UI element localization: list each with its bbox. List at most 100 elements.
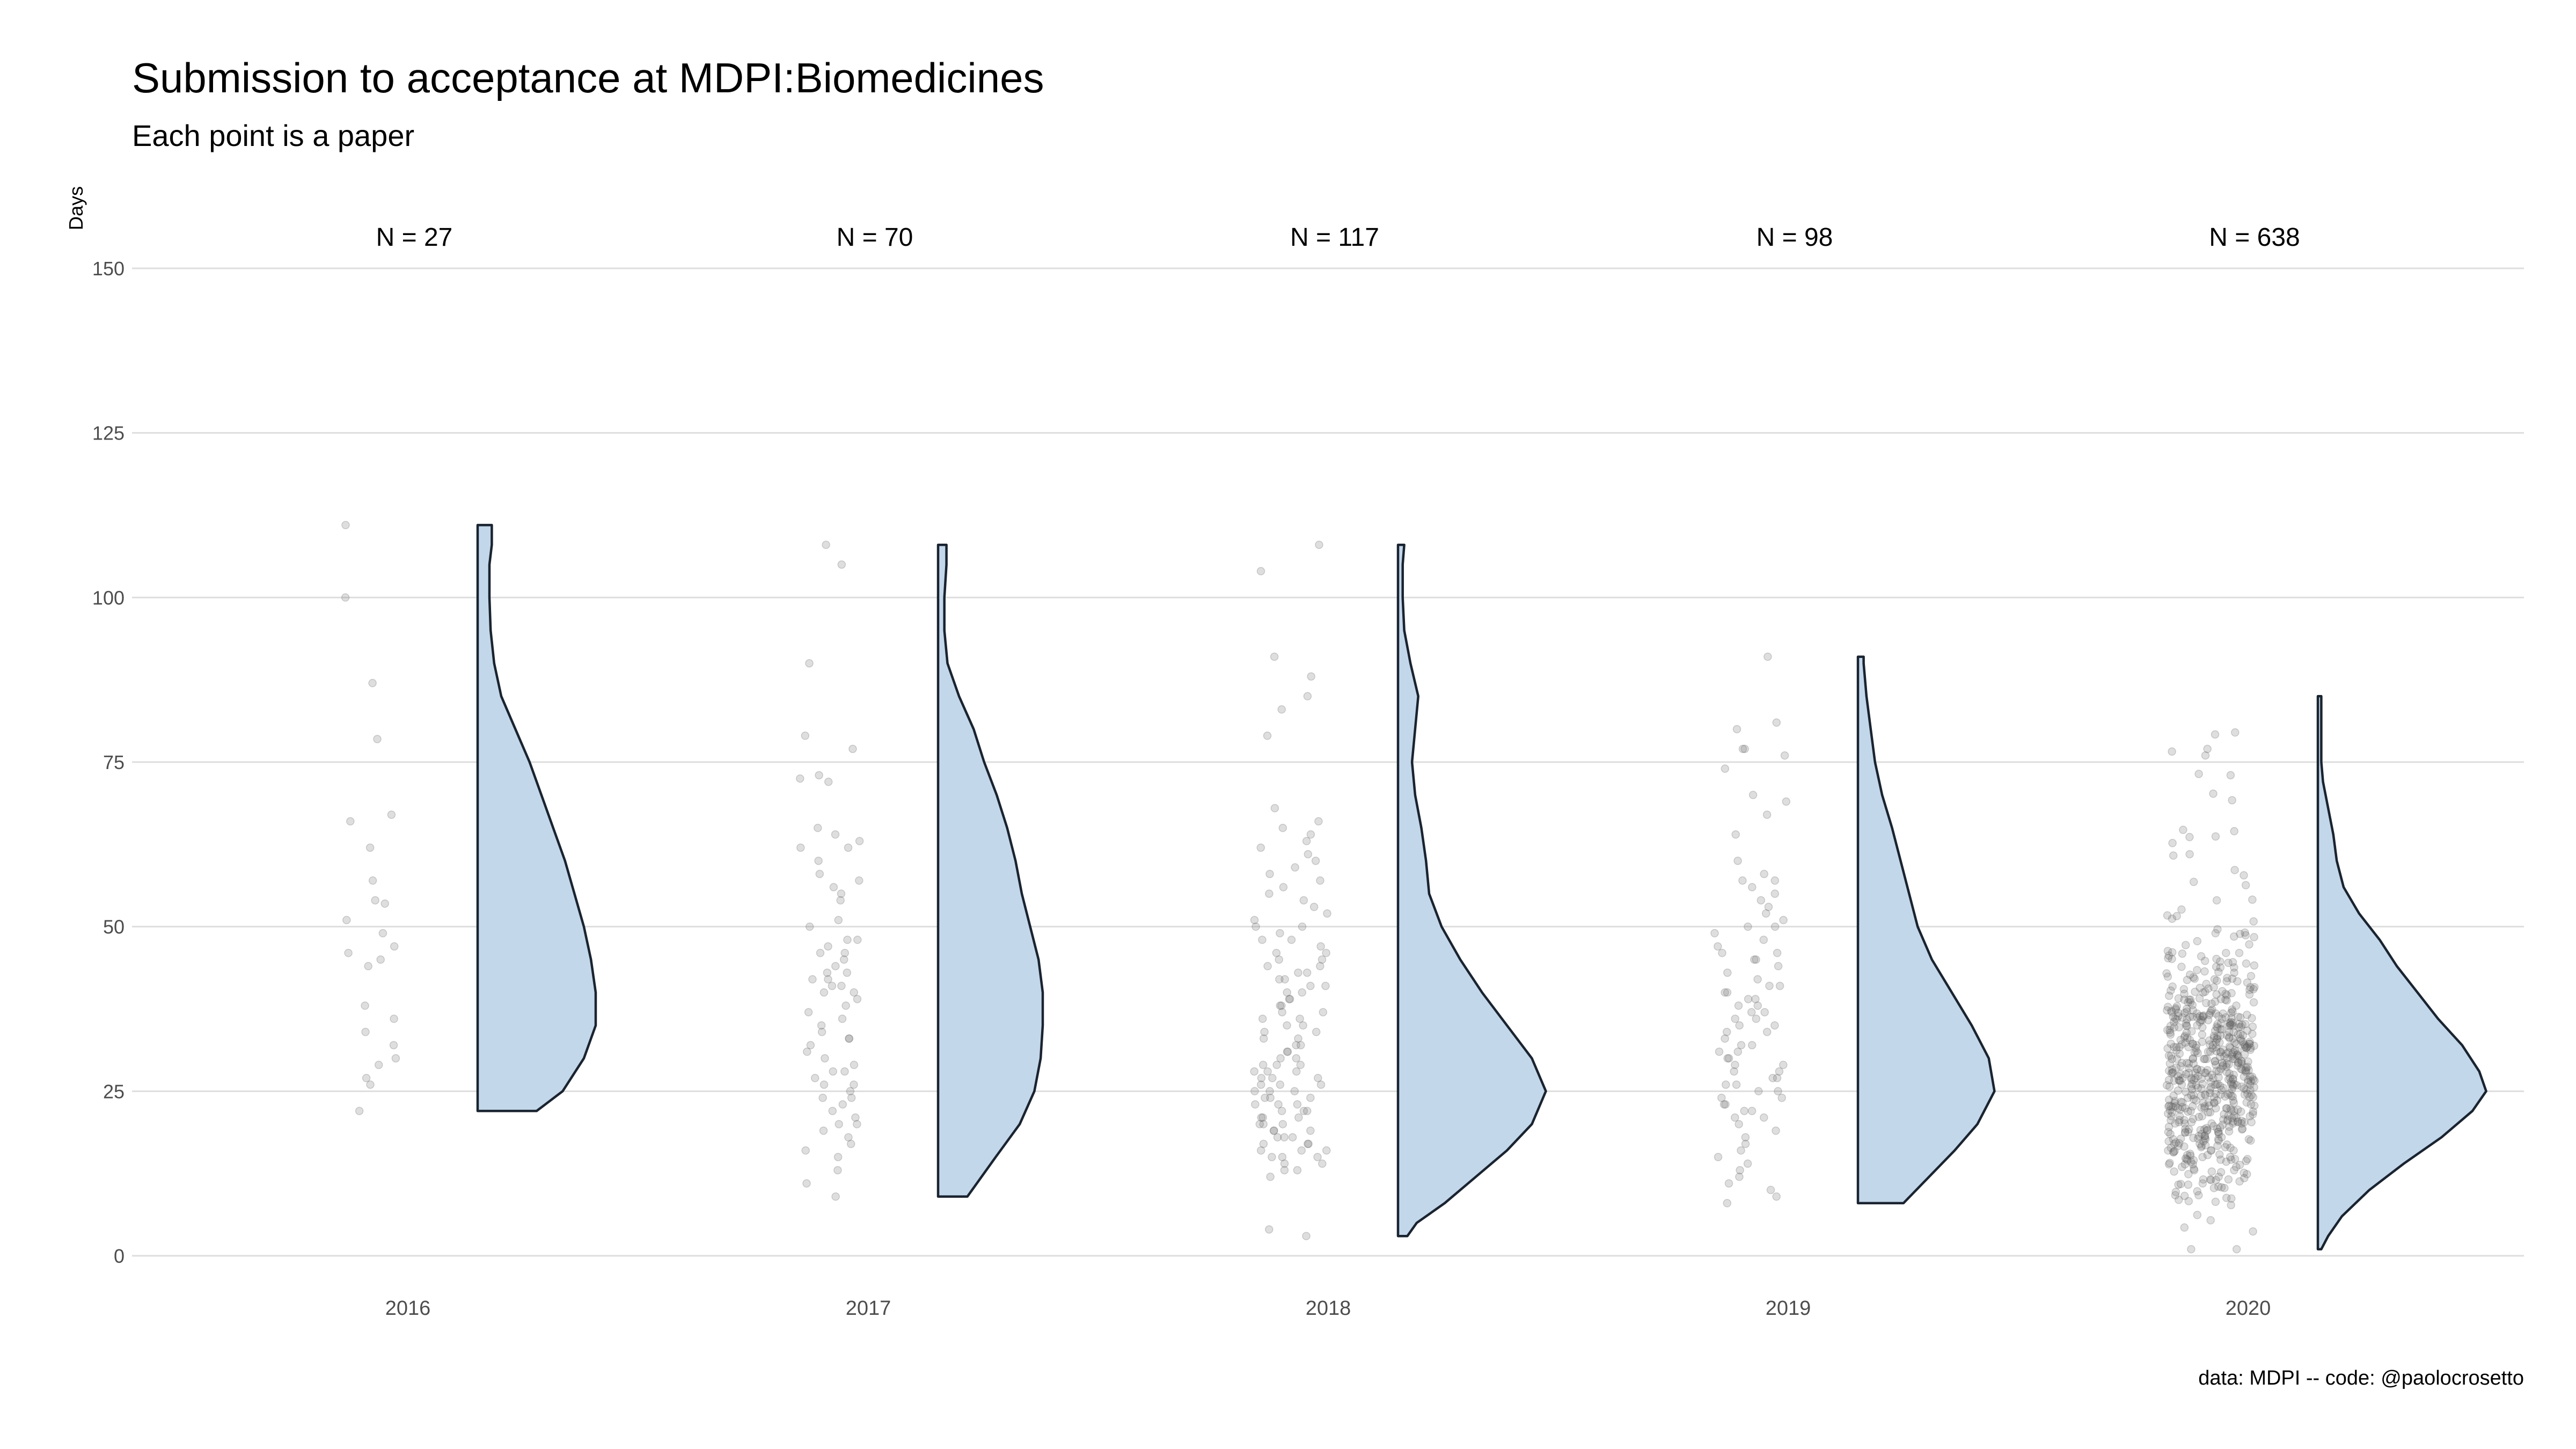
data-point-2020 <box>2206 1083 2215 1092</box>
data-point-2020 <box>2248 1022 2257 1031</box>
data-point-2017 <box>839 955 848 964</box>
data-point-2020 <box>2233 1118 2242 1126</box>
data-point-2020 <box>2168 955 2176 963</box>
data-point-2019 <box>1773 1074 1782 1082</box>
data-point-2017 <box>841 1001 850 1010</box>
data-point-2020 <box>2211 1057 2220 1065</box>
y-tick-label-0: 0 <box>114 1245 125 1267</box>
data-point-2020 <box>2222 1068 2231 1077</box>
data-point-2018 <box>1277 1107 1286 1115</box>
data-point-2020 <box>2218 1014 2227 1023</box>
data-point-2020 <box>2180 1008 2189 1018</box>
data-point-2018 <box>1316 942 1325 951</box>
data-point-2020 <box>2212 1104 2220 1113</box>
n-label-2019: N = 98 <box>1757 223 1833 252</box>
data-point-2020 <box>2178 1162 2186 1172</box>
data-point-2020 <box>2234 1058 2243 1067</box>
data-point-2020 <box>2188 1040 2197 1048</box>
data-point-2020 <box>2207 1119 2216 1128</box>
data-point-2020 <box>2250 1076 2259 1085</box>
data-point-2020 <box>2240 1050 2249 1059</box>
data-point-2020 <box>2193 1049 2202 1057</box>
data-point-2020 <box>2205 1073 2213 1082</box>
data-point-2016 <box>342 916 351 925</box>
data-point-2020 <box>2215 1150 2224 1159</box>
data-point-2020 <box>2183 1015 2191 1024</box>
data-point-2020 <box>2180 1142 2189 1151</box>
data-point-2020 <box>2181 941 2190 949</box>
data-point-2020 <box>2185 850 2194 859</box>
data-point-2020 <box>2218 1121 2227 1129</box>
data-point-2020 <box>2214 1182 2223 1191</box>
data-point-2020 <box>2240 1072 2249 1081</box>
data-point-2020 <box>2164 1109 2172 1118</box>
data-point-2020 <box>2237 1057 2246 1066</box>
data-point-2018 <box>1296 1060 1305 1070</box>
data-point-2020 <box>2178 1013 2186 1022</box>
data-point-2019 <box>1770 1021 1779 1030</box>
data-point-2020 <box>2228 958 2237 967</box>
y-tick-label-75: 75 <box>103 751 125 773</box>
data-point-2020 <box>2192 1046 2201 1056</box>
data-point-2017 <box>848 744 857 753</box>
data-point-2020 <box>2207 1006 2215 1015</box>
violin-2017 <box>936 543 1044 1198</box>
data-point-2020 <box>2221 1143 2230 1152</box>
data-point-2020 <box>2221 996 2230 1004</box>
data-point-2018 <box>1285 994 1294 1004</box>
data-point-2017 <box>838 1100 847 1109</box>
data-point-2016 <box>361 1028 370 1036</box>
data-point-2020 <box>2240 1090 2249 1099</box>
data-point-2020 <box>2222 948 2230 957</box>
data-point-2020 <box>2193 1064 2201 1073</box>
data-point-2019 <box>1734 1001 1743 1010</box>
data-point-2020 <box>2242 1086 2251 1094</box>
data-point-2020 <box>2184 998 2192 1007</box>
data-point-2020 <box>2167 986 2175 995</box>
data-point-2020 <box>2209 1122 2218 1131</box>
data-point-2020 <box>2224 1022 2234 1030</box>
data-point-2016 <box>362 1074 371 1082</box>
data-point-2020 <box>2171 1004 2180 1013</box>
data-point-2020 <box>2175 1076 2184 1085</box>
data-point-2020 <box>2176 1134 2185 1143</box>
data-point-2020 <box>2170 1096 2179 1106</box>
data-point-2020 <box>2213 1020 2222 1028</box>
data-point-2020 <box>2223 974 2231 983</box>
data-point-2020 <box>2187 1080 2197 1088</box>
data-point-2020 <box>2171 1102 2180 1111</box>
data-point-2019 <box>1722 1028 1731 1036</box>
data-point-2020 <box>2213 1141 2222 1150</box>
data-point-2020 <box>2164 951 2174 960</box>
data-point-2020 <box>2216 1031 2225 1040</box>
data-point-2020 <box>2228 796 2236 804</box>
data-point-2020 <box>2225 1042 2234 1051</box>
data-point-2020 <box>2219 1062 2227 1071</box>
data-point-2020 <box>2230 1055 2240 1063</box>
data-point-2017 <box>829 883 838 891</box>
data-point-2020 <box>2222 996 2231 1005</box>
data-point-2020 <box>2182 1005 2191 1013</box>
data-point-2019 <box>1753 1001 1762 1010</box>
data-point-2020 <box>2168 839 2177 847</box>
data-point-2017 <box>818 1093 827 1102</box>
data-point-2020 <box>2195 994 2204 1003</box>
data-point-2020 <box>2184 1180 2193 1189</box>
data-point-2017 <box>824 778 833 786</box>
data-point-2020 <box>2218 1058 2227 1067</box>
data-point-2020 <box>2170 1147 2179 1155</box>
data-point-2020 <box>2222 1059 2231 1068</box>
data-point-2018 <box>1265 869 1274 879</box>
data-point-2020 <box>2228 1119 2237 1128</box>
data-point-2020 <box>2249 1093 2258 1102</box>
data-point-2020 <box>2222 1063 2231 1071</box>
n-label-2017: N = 70 <box>837 223 913 252</box>
data-point-2020 <box>2241 931 2250 940</box>
data-point-2020 <box>2228 1092 2237 1101</box>
data-point-2020 <box>2167 1144 2175 1152</box>
data-point-2020 <box>2164 1160 2174 1169</box>
data-point-2020 <box>2174 1072 2183 1080</box>
data-point-2020 <box>2170 1167 2178 1176</box>
data-point-2020 <box>2219 1045 2228 1054</box>
data-point-2020 <box>2241 928 2249 937</box>
